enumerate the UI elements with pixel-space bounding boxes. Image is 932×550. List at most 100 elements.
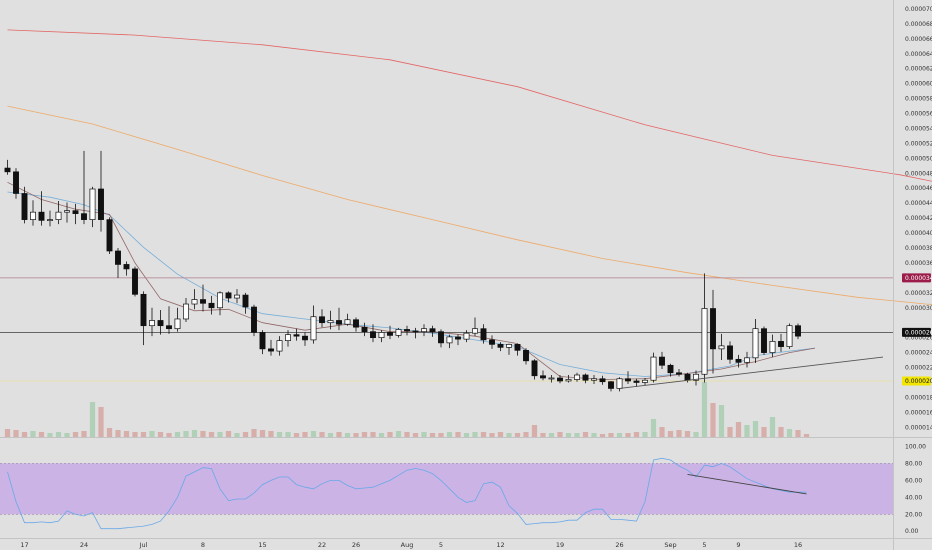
volume-bar [38, 432, 45, 437]
candle [106, 217, 113, 254]
candle [38, 191, 45, 226]
volume-bar [489, 433, 495, 437]
candle-body-up [344, 319, 351, 325]
volume-bar [684, 431, 691, 437]
volume-bar [616, 433, 623, 437]
candle-body-up [183, 303, 189, 320]
volume-bar [242, 432, 249, 437]
candle [591, 374, 597, 384]
candle [157, 310, 164, 335]
volume-bar [30, 431, 36, 437]
candle [455, 334, 461, 346]
candle-body-down [489, 339, 495, 345]
volume-bar [361, 432, 368, 437]
candle-body-down [676, 372, 682, 375]
volume-bar [795, 430, 801, 437]
candle-body-down [667, 364, 674, 374]
candle [778, 333, 784, 352]
volume-bar [718, 405, 725, 437]
rsi-tick-label: 20.00 [905, 511, 922, 518]
candle-body-down [225, 292, 232, 299]
candle-body-down [242, 294, 249, 308]
volume-bar [123, 431, 130, 437]
candle-body-up [310, 316, 317, 341]
time-tick-label: 26 [615, 541, 623, 549]
price-badge-label: 0.0000267 [905, 329, 932, 336]
candle-body-up [565, 379, 572, 382]
candle [285, 330, 291, 347]
candle [166, 306, 172, 334]
candle [140, 291, 147, 346]
candle-body-up [463, 332, 470, 340]
candle-body-down [268, 348, 274, 352]
candle-body-down [497, 344, 504, 348]
candle [115, 248, 121, 278]
volume-bar [438, 433, 444, 437]
time-tick-label: 9 [736, 541, 740, 549]
volume-bar [268, 431, 274, 437]
volume-bar [166, 433, 172, 437]
volume-bars [4, 382, 810, 437]
candle-body-down [293, 334, 300, 337]
candle-body-down [429, 328, 436, 333]
candle [489, 335, 495, 349]
candle [4, 159, 11, 175]
candle-body-down [98, 188, 104, 220]
candle-body-up [47, 219, 53, 221]
candle-body-up [548, 377, 555, 380]
candle-body-down [523, 349, 529, 362]
candle [149, 307, 155, 337]
volume-bar [412, 433, 419, 437]
candle [769, 334, 776, 358]
candle [744, 351, 750, 368]
candle [438, 329, 444, 348]
moving-average-1 [7, 105, 932, 305]
candle [183, 298, 189, 322]
candle-body-down [336, 320, 342, 325]
candle [344, 313, 351, 326]
candle-body-up [642, 379, 648, 383]
volume-bar [327, 433, 334, 437]
candle-body-up [64, 210, 70, 213]
candle-body-up [55, 211, 62, 220]
candle-body-down [659, 356, 665, 366]
volume-bar [667, 431, 674, 437]
candle-body-up [149, 320, 155, 327]
volume-bar [217, 432, 223, 437]
volume-bar [353, 433, 359, 437]
time-tick-label: 22 [318, 541, 326, 549]
candle-body-down [140, 293, 147, 327]
volume-bar [395, 431, 402, 437]
candle [72, 203, 79, 225]
volume-bar [710, 403, 716, 437]
volume-bar [761, 427, 767, 437]
candle [701, 273, 708, 383]
candle [21, 186, 28, 224]
time-tick-label: 5 [439, 541, 443, 549]
candle [387, 325, 393, 340]
time-tick-label: 26 [352, 541, 360, 549]
candle-body-down [404, 329, 410, 332]
time-tick-label: 16 [794, 541, 802, 549]
candle [395, 327, 402, 338]
volume-bar [786, 429, 793, 437]
moving-average-2 [7, 191, 816, 377]
volume-bar [531, 425, 538, 437]
candle-body-down [608, 381, 614, 389]
time-tick-label: Jul [139, 541, 148, 549]
candle [242, 292, 249, 314]
candle-body-down [582, 374, 589, 381]
candle [13, 168, 19, 199]
volume-bar [370, 432, 376, 437]
volume-bar [591, 433, 597, 437]
candle-body-up [769, 341, 776, 353]
rsi-trendline [687, 473, 807, 495]
candle [276, 336, 283, 356]
